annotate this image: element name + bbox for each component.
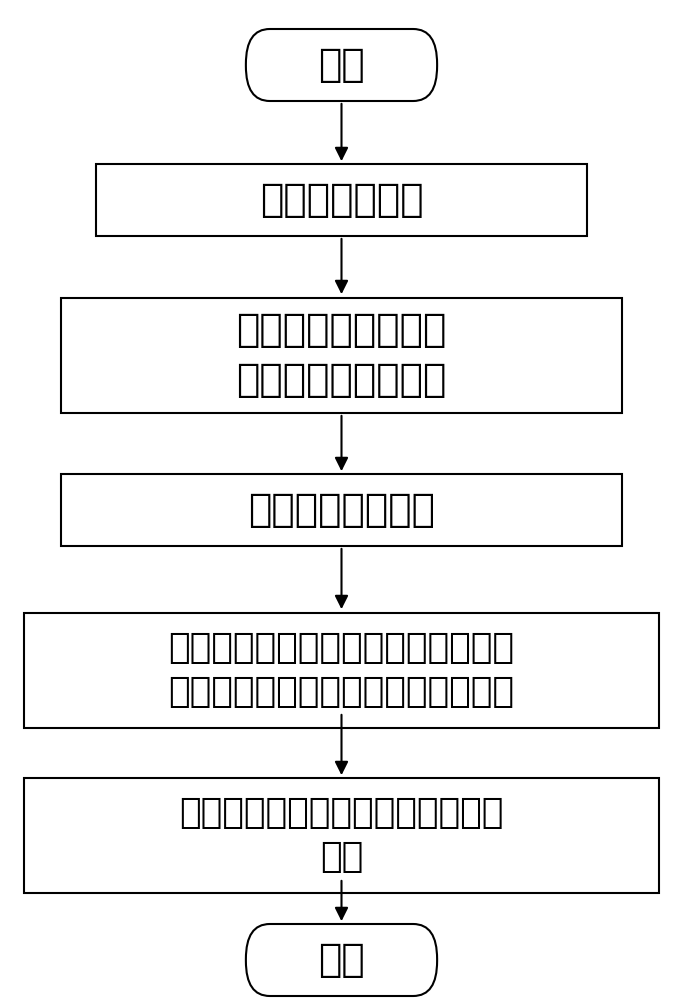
- FancyBboxPatch shape: [24, 778, 659, 892]
- Text: 提出无量纲电场力: 提出无量纲电场力: [248, 491, 435, 529]
- FancyBboxPatch shape: [61, 298, 622, 412]
- Text: 开始: 开始: [318, 46, 365, 84]
- Text: 对实验测量出的临界热流密度值进行
拟合得到新的临界热流密度预测公式: 对实验测量出的临界热流密度值进行 拟合得到新的临界热流密度预测公式: [169, 631, 514, 709]
- Text: 对采集到的温度，流
量信号进行分析计算: 对采集到的温度，流 量信号进行分析计算: [236, 311, 447, 399]
- FancyBboxPatch shape: [61, 474, 622, 546]
- FancyBboxPatch shape: [246, 29, 437, 101]
- Text: 对得出临界热流密度预测模型进行
验证: 对得出临界热流密度预测模型进行 验证: [180, 796, 503, 874]
- FancyBboxPatch shape: [24, 612, 659, 728]
- Text: 采集温度和流量: 采集温度和流量: [260, 181, 423, 219]
- FancyBboxPatch shape: [96, 164, 587, 236]
- Text: 结束: 结束: [318, 941, 365, 979]
- FancyBboxPatch shape: [246, 924, 437, 996]
